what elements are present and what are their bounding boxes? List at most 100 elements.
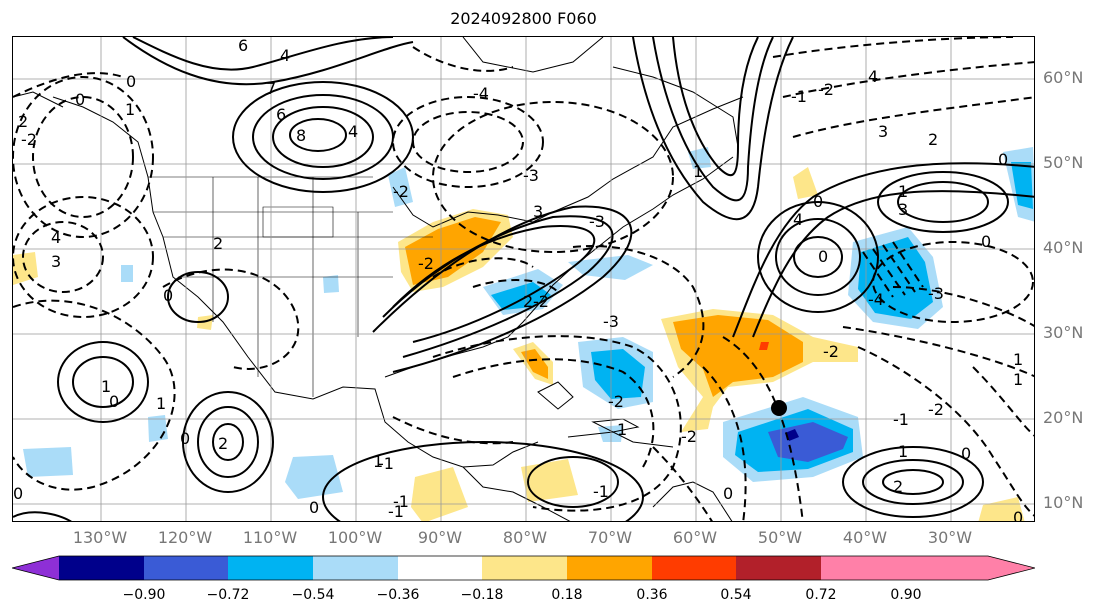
solid-contours (13, 37, 1034, 521)
contour-label: 3 (51, 252, 61, 271)
contour-label: -1 (378, 454, 394, 473)
contour-label: -3 (523, 166, 539, 185)
contour-label: -2 (608, 392, 624, 411)
contour-label: 4 (348, 122, 358, 141)
contour-label: 2 (523, 292, 533, 311)
positive-anomaly-area (405, 217, 501, 285)
colorbar-tick-label: −0.72 (206, 587, 250, 603)
negative-anomaly-area (598, 425, 623, 442)
positive-anomaly-area (521, 459, 578, 502)
colorbar-segment (482, 556, 567, 580)
negative-anomaly-area (688, 147, 711, 169)
contour-label: 2 (893, 477, 903, 496)
dashed-contours (13, 37, 1034, 521)
contour-label: 1 (1013, 370, 1023, 389)
negative-anomaly-area (388, 167, 413, 207)
contour-label: 3 (878, 122, 888, 141)
contour-label: -1 (893, 410, 909, 429)
colorbar-outline (12, 555, 1035, 581)
contour-label: -3 (603, 312, 619, 331)
contour-label: 1 (898, 182, 908, 201)
contour-label: 1 (617, 420, 627, 439)
contour-label: -1 (393, 492, 409, 511)
colorbar-segment (228, 556, 313, 580)
state-borders (148, 176, 433, 397)
contour-label: 0 (180, 429, 190, 448)
contour-label: 2 (218, 434, 228, 453)
negative-anomaly-area (491, 282, 551, 310)
colorbar-tick-label: 0.90 (890, 587, 922, 603)
lat-label-60n: 60°N (1043, 68, 1084, 87)
contour-label: 0 (75, 90, 85, 109)
lon-label-120w: 120°W (157, 528, 213, 547)
negative-anomaly-area (1011, 162, 1033, 209)
contour-label: 8 (296, 126, 306, 145)
contour-label: 0 (813, 192, 823, 211)
contour-label: -1 (791, 87, 807, 106)
lon-label-60w: 60°W (672, 528, 718, 547)
contour-label: 3 (533, 202, 543, 221)
contour-label: 0 (1013, 508, 1023, 522)
lat-label-20n: 20°N (1043, 408, 1084, 427)
contour-label-group: 6 4 6 8 4 7 0 1 0 2 4 3 2 -2 -4 -3 0 1 0… (13, 37, 1023, 522)
lon-label-130w: 130°W (72, 528, 128, 547)
storm-center-marker (771, 400, 787, 416)
colorbar-tick-label: 0.72 (805, 587, 837, 603)
negative-anomaly-area (285, 455, 343, 499)
gridlines (13, 37, 1034, 521)
lon-label-50w: 50°W (757, 528, 803, 547)
contour-label: -2 (823, 342, 839, 361)
contour-label: 4 (280, 46, 290, 65)
positive-anomaly-area (673, 315, 803, 397)
contour-label: -2 (681, 427, 697, 446)
contour-label: 7 (266, 79, 276, 98)
contour-label: 0 (981, 232, 991, 251)
colorbar-segment (567, 556, 652, 580)
contour-label: 2 (928, 130, 938, 149)
contour-label: -2 (533, 292, 549, 311)
colorbar-segment (652, 556, 736, 580)
contour-label: -2 (418, 254, 434, 273)
contour-label: 0 (309, 498, 319, 517)
contour-label: 0 (109, 392, 119, 411)
colorbar-tick-label: 0.36 (636, 587, 668, 603)
negative-anomaly-area (23, 447, 73, 477)
map-panel: 6 4 6 8 4 7 0 1 0 2 4 3 2 -2 -4 -3 0 1 0… (12, 36, 1035, 522)
positive-anomaly-area (521, 349, 548, 379)
contour-label: 3 (898, 200, 908, 219)
colorbar-tick-label: −0.18 (460, 587, 504, 603)
contour-label: -1 (593, 482, 609, 501)
contour-label: 1 (373, 452, 383, 471)
contour-label: 4 (793, 210, 803, 229)
contour-label: 4 (51, 228, 61, 247)
positive-anomaly-area (978, 497, 1025, 521)
negative-anomaly-area (858, 237, 933, 319)
contour-label: -1 (388, 502, 404, 521)
colorbar-tick-label: 0.18 (551, 587, 583, 603)
contour-label: -2 (21, 130, 37, 149)
colorbar-tick-label: −0.54 (291, 587, 335, 603)
contour-label: -3 (928, 284, 944, 303)
contour-label: 4 (868, 67, 878, 86)
contour-label: 1 (101, 377, 111, 396)
contour-label: 0 (126, 72, 136, 91)
colorbar-segment (313, 556, 398, 580)
lon-label-90w: 90°W (417, 528, 463, 547)
colorbar-segment (59, 556, 144, 580)
colorbar-tick-label: −0.90 (122, 587, 166, 603)
coastlines (13, 37, 744, 521)
contour-label: -4 (868, 290, 884, 309)
lat-label-40n: 40°N (1043, 238, 1084, 257)
lon-label-30w: 30°W (927, 528, 973, 547)
contour-label: 1 (156, 394, 166, 413)
lat-label-50n: 50°N (1043, 153, 1084, 172)
lon-label-80w: 80°W (502, 528, 548, 547)
lon-label-70w: 70°W (587, 528, 633, 547)
positive-anomaly-area (411, 467, 468, 521)
positive-anomaly-area (197, 315, 213, 330)
contour-label: 0 (13, 484, 23, 503)
contour-label: 0 (998, 150, 1008, 169)
filled-anomalies (13, 147, 1034, 521)
contour-label: 0 (818, 247, 828, 266)
lon-label-40w: 40°W (842, 528, 888, 547)
